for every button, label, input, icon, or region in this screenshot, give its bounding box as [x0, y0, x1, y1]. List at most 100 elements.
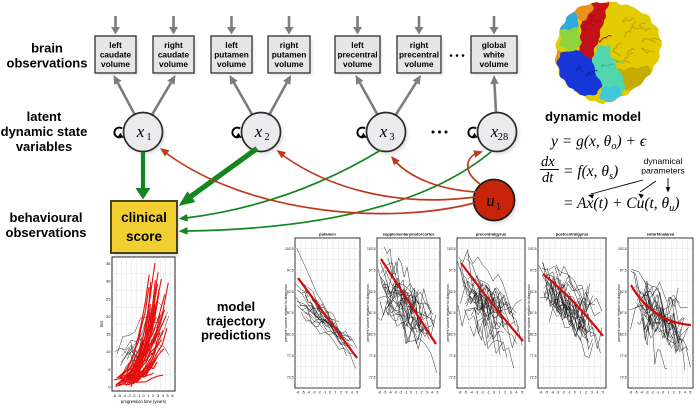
svg-text:3: 3	[346, 391, 348, 395]
svg-text:trajectory: trajectory	[206, 313, 266, 328]
svg-text:102.5: 102.5	[528, 247, 537, 251]
svg-text:77.5: 77.5	[449, 354, 456, 358]
svg-text:putamen: putamen	[319, 232, 336, 237]
svg-text:-2: -2	[399, 391, 402, 395]
svg-text:percent volume relative to dia: percent volume relative to diagnosis	[284, 284, 288, 342]
svg-text:2: 2	[264, 132, 269, 143]
svg-text:volume: volume	[404, 59, 433, 69]
svg-text:0: 0	[574, 391, 576, 395]
svg-text:2: 2	[504, 391, 506, 395]
svg-text:global: global	[482, 40, 506, 50]
svg-text:dynamical: dynamical	[644, 156, 683, 166]
svg-text:-2: -2	[318, 391, 321, 395]
svg-text:-1: -1	[137, 394, 140, 398]
svg-text:3: 3	[591, 391, 593, 395]
svg-text:2: 2	[585, 391, 587, 395]
svg-text:right: right	[164, 40, 183, 50]
svg-text:102.5: 102.5	[367, 247, 376, 251]
svg-text:= f(x, θs): = f(x, θs)	[563, 163, 618, 182]
svg-text:-5: -5	[635, 391, 638, 395]
svg-text:15: 15	[106, 332, 111, 337]
svg-text:-5: -5	[118, 394, 121, 398]
svg-text:-6: -6	[458, 391, 461, 395]
svg-text:87.5: 87.5	[620, 311, 627, 315]
svg-text:97.5: 97.5	[287, 268, 294, 272]
svg-text:-6: -6	[113, 394, 116, 398]
svg-text:1: 1	[499, 391, 501, 395]
svg-text:x: x	[136, 122, 145, 141]
svg-text:dx: dx	[541, 154, 555, 170]
svg-text:-3: -3	[312, 391, 315, 395]
svg-text:97.5: 97.5	[620, 268, 627, 272]
svg-text:4: 4	[162, 394, 164, 398]
svg-text:20: 20	[106, 314, 111, 319]
svg-text:percent volume relative to dia: percent volume relative to diagnosis	[366, 284, 370, 342]
svg-text:5: 5	[602, 391, 604, 395]
svg-text:x: x	[490, 122, 499, 141]
svg-text:-3: -3	[475, 391, 478, 395]
svg-text:dynamic state: dynamic state	[1, 124, 88, 139]
svg-text:3: 3	[679, 391, 681, 395]
svg-text:0: 0	[142, 394, 144, 398]
svg-text:-1: -1	[487, 391, 490, 395]
svg-text:-5: -5	[545, 391, 548, 395]
svg-text:2: 2	[152, 394, 154, 398]
svg-text:82.5: 82.5	[287, 333, 294, 337]
svg-text:volume: volume	[479, 59, 508, 69]
svg-text:5: 5	[521, 391, 523, 395]
svg-text:left: left	[109, 40, 122, 50]
svg-text:2: 2	[421, 391, 423, 395]
svg-text:-1: -1	[404, 391, 407, 395]
svg-text:-4: -4	[551, 391, 554, 395]
svg-text:4: 4	[597, 391, 599, 395]
svg-text:observations: observations	[6, 225, 87, 240]
svg-text:1: 1	[668, 391, 670, 395]
svg-text:-4: -4	[640, 391, 643, 395]
svg-text:77.5: 77.5	[287, 354, 294, 358]
svg-text:77.5: 77.5	[620, 354, 627, 358]
svg-text:white: white	[482, 50, 505, 60]
svg-text:1: 1	[415, 391, 417, 395]
svg-text:-2: -2	[562, 391, 565, 395]
svg-text:progression time (years): progression time (years)	[121, 399, 167, 404]
svg-text:-3: -3	[127, 394, 130, 398]
svg-text:82.5: 82.5	[449, 333, 456, 337]
svg-text:-1: -1	[323, 391, 326, 395]
svg-text:87.5: 87.5	[369, 311, 376, 315]
svg-text:72.5: 72.5	[369, 376, 376, 380]
svg-text:volume: volume	[159, 59, 188, 69]
svg-text:-3: -3	[556, 391, 559, 395]
svg-text:parameters: parameters	[641, 166, 684, 176]
svg-text:postcentralgyrus: postcentralgyrus	[556, 232, 589, 237]
svg-text:-6: -6	[378, 391, 381, 395]
svg-text:-2: -2	[132, 394, 135, 398]
svg-text:77.5: 77.5	[530, 354, 537, 358]
svg-text:92.5: 92.5	[449, 290, 456, 294]
svg-text:0: 0	[662, 391, 664, 395]
svg-text:-6: -6	[629, 391, 632, 395]
svg-text:4: 4	[351, 391, 353, 395]
svg-text:-4: -4	[122, 394, 125, 398]
svg-text:-4: -4	[307, 391, 310, 395]
svg-text:35: 35	[106, 261, 111, 266]
svg-text:left: left	[225, 40, 238, 50]
svg-text:72.5: 72.5	[620, 376, 627, 380]
svg-text:30: 30	[106, 279, 111, 284]
svg-text:dt: dt	[542, 170, 554, 186]
svg-text:x: x	[254, 122, 263, 141]
svg-text:caudate: caudate	[100, 50, 132, 60]
svg-text:tms: tms	[99, 321, 104, 328]
svg-text:87.5: 87.5	[287, 311, 294, 315]
svg-text:97.5: 97.5	[449, 268, 456, 272]
svg-text:-6: -6	[539, 391, 542, 395]
svg-text:brain: brain	[31, 41, 63, 56]
svg-text:5: 5	[356, 391, 358, 395]
svg-text:0: 0	[493, 391, 495, 395]
svg-text:97.5: 97.5	[369, 268, 376, 272]
svg-text:0: 0	[329, 391, 331, 395]
svg-text:-5: -5	[464, 391, 467, 395]
svg-text:1: 1	[147, 394, 149, 398]
svg-text:1: 1	[335, 391, 337, 395]
svg-text:4: 4	[431, 391, 433, 395]
svg-text:0: 0	[410, 391, 412, 395]
